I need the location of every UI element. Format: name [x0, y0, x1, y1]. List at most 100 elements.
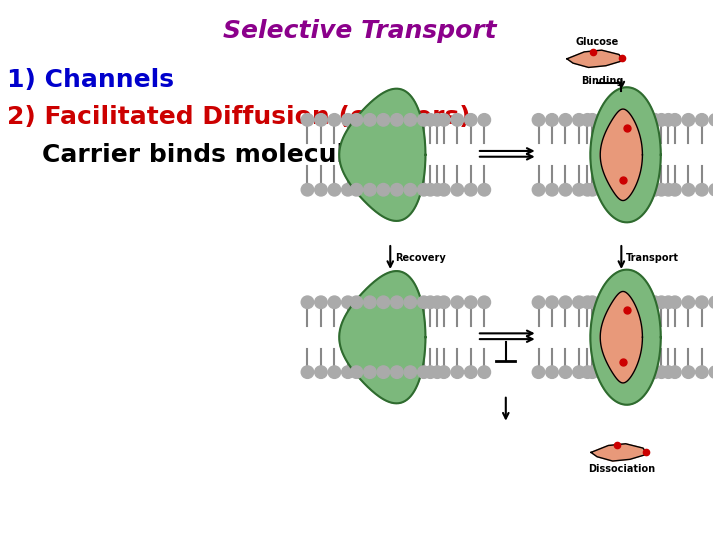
Circle shape — [464, 184, 477, 196]
Circle shape — [572, 113, 585, 126]
Circle shape — [364, 184, 376, 196]
Circle shape — [301, 366, 314, 379]
Polygon shape — [591, 444, 647, 461]
Circle shape — [451, 113, 464, 126]
Circle shape — [682, 296, 695, 308]
Circle shape — [586, 296, 599, 308]
Circle shape — [364, 296, 376, 308]
Circle shape — [451, 184, 464, 196]
Circle shape — [621, 366, 634, 379]
Circle shape — [424, 366, 436, 379]
Circle shape — [608, 366, 621, 379]
Circle shape — [572, 184, 585, 196]
Circle shape — [464, 296, 477, 308]
Circle shape — [546, 366, 558, 379]
Circle shape — [546, 184, 558, 196]
Text: Glucose: Glucose — [576, 37, 619, 46]
Circle shape — [581, 366, 594, 379]
Circle shape — [662, 184, 675, 196]
Circle shape — [404, 366, 417, 379]
Circle shape — [404, 296, 417, 308]
Circle shape — [315, 366, 327, 379]
Circle shape — [431, 296, 444, 308]
Circle shape — [649, 113, 661, 126]
Circle shape — [431, 113, 444, 126]
Circle shape — [418, 113, 430, 126]
Circle shape — [355, 366, 368, 379]
Circle shape — [581, 113, 594, 126]
Circle shape — [391, 113, 403, 126]
Circle shape — [635, 366, 648, 379]
Polygon shape — [567, 50, 624, 68]
Circle shape — [464, 113, 477, 126]
Circle shape — [438, 366, 450, 379]
Circle shape — [669, 184, 681, 196]
Circle shape — [315, 184, 327, 196]
Circle shape — [572, 366, 585, 379]
Circle shape — [342, 366, 354, 379]
Circle shape — [532, 184, 545, 196]
Circle shape — [559, 366, 572, 379]
Circle shape — [682, 113, 695, 126]
Circle shape — [418, 296, 430, 308]
Circle shape — [328, 184, 341, 196]
Circle shape — [532, 296, 545, 308]
Circle shape — [635, 113, 648, 126]
Circle shape — [404, 113, 417, 126]
Circle shape — [586, 366, 599, 379]
Circle shape — [355, 113, 368, 126]
Text: 1) Channels: 1) Channels — [7, 68, 174, 91]
Circle shape — [682, 184, 695, 196]
Circle shape — [404, 184, 417, 196]
Circle shape — [546, 113, 558, 126]
Circle shape — [696, 184, 708, 196]
Circle shape — [709, 184, 720, 196]
Circle shape — [315, 113, 327, 126]
Circle shape — [438, 296, 450, 308]
Circle shape — [655, 184, 667, 196]
Polygon shape — [339, 89, 426, 221]
Circle shape — [418, 366, 430, 379]
Polygon shape — [590, 87, 661, 222]
Circle shape — [355, 184, 368, 196]
Circle shape — [391, 366, 403, 379]
Text: Dissociation: Dissociation — [588, 464, 655, 475]
Circle shape — [355, 296, 368, 308]
Circle shape — [662, 296, 675, 308]
Circle shape — [635, 296, 648, 308]
Circle shape — [621, 184, 634, 196]
Circle shape — [328, 113, 341, 126]
Text: Binding: Binding — [581, 76, 624, 86]
Circle shape — [478, 296, 490, 308]
Circle shape — [424, 296, 436, 308]
Circle shape — [424, 184, 436, 196]
Circle shape — [451, 366, 464, 379]
Circle shape — [532, 113, 545, 126]
Circle shape — [301, 113, 314, 126]
Circle shape — [559, 296, 572, 308]
Circle shape — [391, 296, 403, 308]
Circle shape — [478, 184, 490, 196]
Circle shape — [595, 113, 607, 126]
Circle shape — [581, 296, 594, 308]
Circle shape — [315, 296, 327, 308]
Circle shape — [649, 296, 661, 308]
Circle shape — [608, 113, 621, 126]
Circle shape — [431, 184, 444, 196]
Circle shape — [364, 366, 376, 379]
Circle shape — [595, 184, 607, 196]
Circle shape — [572, 296, 585, 308]
Circle shape — [586, 184, 599, 196]
Circle shape — [655, 366, 667, 379]
Circle shape — [424, 113, 436, 126]
Circle shape — [438, 184, 450, 196]
Circle shape — [301, 184, 314, 196]
Circle shape — [546, 296, 558, 308]
Circle shape — [301, 296, 314, 308]
Circle shape — [438, 113, 450, 126]
Circle shape — [418, 184, 430, 196]
Circle shape — [709, 113, 720, 126]
Circle shape — [478, 366, 490, 379]
Text: 2) Facilitated Diffusion (carriers): 2) Facilitated Diffusion (carriers) — [7, 105, 471, 129]
Circle shape — [669, 113, 681, 126]
